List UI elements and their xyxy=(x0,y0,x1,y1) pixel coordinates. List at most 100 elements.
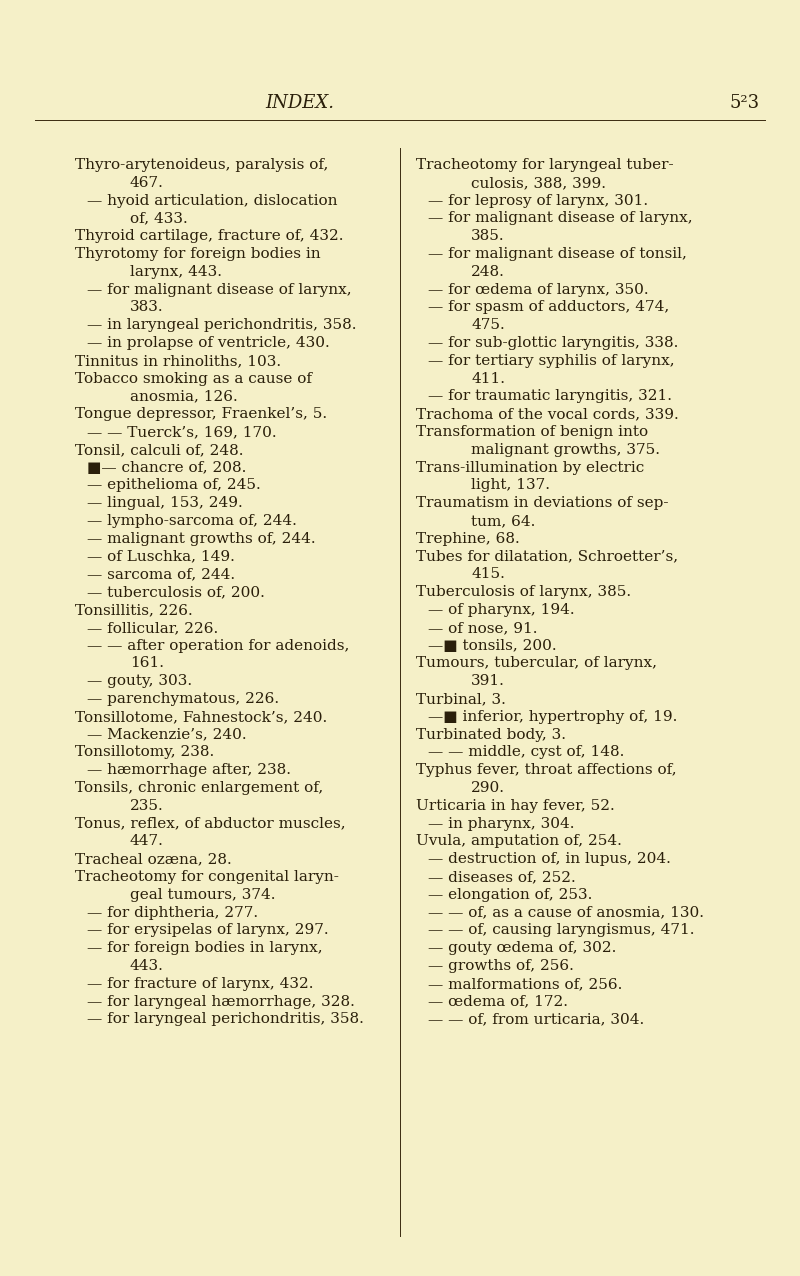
Text: — Mackenzie’s, 240.: — Mackenzie’s, 240. xyxy=(87,727,246,741)
Text: — of Luschka, 149.: — of Luschka, 149. xyxy=(87,550,235,564)
Text: Tumours, tubercular, of larynx,: Tumours, tubercular, of larynx, xyxy=(416,656,657,670)
Text: — for traumatic laryngitis, 321.: — for traumatic laryngitis, 321. xyxy=(428,389,672,403)
Text: Tinnitus in rhinoliths, 103.: Tinnitus in rhinoliths, 103. xyxy=(75,353,281,367)
Text: of, 433.: of, 433. xyxy=(130,212,188,226)
Text: — for laryngeal perichondritis, 358.: — for laryngeal perichondritis, 358. xyxy=(87,1012,364,1026)
Text: Turbinal, 3.: Turbinal, 3. xyxy=(416,692,506,706)
Text: Trachoma of the vocal cords, 339.: Trachoma of the vocal cords, 339. xyxy=(416,407,678,421)
Text: 5²3: 5²3 xyxy=(730,94,760,112)
Text: — for erysipelas of larynx, 297.: — for erysipelas of larynx, 297. xyxy=(87,924,329,938)
Text: — for malignant disease of tonsil,: — for malignant disease of tonsil, xyxy=(428,248,687,262)
Text: Uvula, amputation of, 254.: Uvula, amputation of, 254. xyxy=(416,835,622,849)
Text: Traumatism in deviations of sep-: Traumatism in deviations of sep- xyxy=(416,496,669,510)
Text: — for sub-glottic laryngitis, 338.: — for sub-glottic laryngitis, 338. xyxy=(428,336,678,350)
Text: Tonsillotome, Fahnestock’s, 240.: Tonsillotome, Fahnestock’s, 240. xyxy=(75,709,327,723)
Text: 411.: 411. xyxy=(471,371,505,385)
Text: — lingual, 153, 249.: — lingual, 153, 249. xyxy=(87,496,242,510)
Text: — lympho-sarcoma of, 244.: — lympho-sarcoma of, 244. xyxy=(87,514,297,528)
Text: ■— chancre of, 208.: ■— chancre of, 208. xyxy=(87,461,246,475)
Text: — — after operation for adenoids,: — — after operation for adenoids, xyxy=(87,638,350,652)
Text: larynx, 443.: larynx, 443. xyxy=(130,265,222,278)
Text: Tracheal ozæna, 28.: Tracheal ozæna, 28. xyxy=(75,852,232,866)
Text: 467.: 467. xyxy=(130,176,164,190)
Text: Transformation of benign into: Transformation of benign into xyxy=(416,425,648,439)
Text: — in prolapse of ventricle, 430.: — in prolapse of ventricle, 430. xyxy=(87,336,330,350)
Text: — destruction of, in lupus, 204.: — destruction of, in lupus, 204. xyxy=(428,852,671,866)
Text: — gouty œdema of, 302.: — gouty œdema of, 302. xyxy=(428,942,616,956)
Text: — malformations of, 256.: — malformations of, 256. xyxy=(428,977,622,990)
Text: — of pharynx, 194.: — of pharynx, 194. xyxy=(428,604,574,618)
Text: — — of, causing laryngismus, 471.: — — of, causing laryngismus, 471. xyxy=(428,924,694,938)
Text: Thyrotomy for foreign bodies in: Thyrotomy for foreign bodies in xyxy=(75,248,321,262)
Text: Tubes for dilatation, Schroetter’s,: Tubes for dilatation, Schroetter’s, xyxy=(416,550,678,564)
Text: 235.: 235. xyxy=(130,799,164,813)
Text: 248.: 248. xyxy=(471,265,505,278)
Text: — follicular, 226.: — follicular, 226. xyxy=(87,621,218,634)
Text: — in pharynx, 304.: — in pharynx, 304. xyxy=(428,817,574,831)
Text: malignant growths, 375.: malignant growths, 375. xyxy=(471,443,660,457)
Text: light, 137.: light, 137. xyxy=(471,478,550,493)
Text: — — Tuerck’s, 169, 170.: — — Tuerck’s, 169, 170. xyxy=(87,425,277,439)
Text: 391.: 391. xyxy=(471,674,505,688)
Text: Tonsillitis, 226.: Tonsillitis, 226. xyxy=(75,604,193,618)
Text: — for fracture of larynx, 432.: — for fracture of larynx, 432. xyxy=(87,977,314,990)
Text: Thyroid cartilage, fracture of, 432.: Thyroid cartilage, fracture of, 432. xyxy=(75,230,343,244)
Text: — malignant growths of, 244.: — malignant growths of, 244. xyxy=(87,532,316,546)
Text: — — of, from urticaria, 304.: — — of, from urticaria, 304. xyxy=(428,1012,644,1026)
Text: anosmia, 126.: anosmia, 126. xyxy=(130,389,238,403)
Text: — in laryngeal perichondritis, 358.: — in laryngeal perichondritis, 358. xyxy=(87,318,357,332)
Text: — diseases of, 252.: — diseases of, 252. xyxy=(428,870,576,884)
Text: — for diphtheria, 277.: — for diphtheria, 277. xyxy=(87,906,258,920)
Text: — parenchymatous, 226.: — parenchymatous, 226. xyxy=(87,692,279,706)
Text: Tongue depressor, Fraenkel’s, 5.: Tongue depressor, Fraenkel’s, 5. xyxy=(75,407,327,421)
Text: Tonsil, calculi of, 248.: Tonsil, calculi of, 248. xyxy=(75,443,243,457)
Text: Tracheotomy for congenital laryn-: Tracheotomy for congenital laryn- xyxy=(75,870,339,884)
Text: — for spasm of adductors, 474,: — for spasm of adductors, 474, xyxy=(428,300,670,314)
Text: — hæmorrhage after, 238.: — hæmorrhage after, 238. xyxy=(87,763,291,777)
Text: — for laryngeal hæmorrhage, 328.: — for laryngeal hæmorrhage, 328. xyxy=(87,994,355,1008)
Text: geal tumours, 374.: geal tumours, 374. xyxy=(130,888,275,902)
Text: 443.: 443. xyxy=(130,960,164,974)
Text: — for foreign bodies in larynx,: — for foreign bodies in larynx, xyxy=(87,942,322,956)
Text: 475.: 475. xyxy=(471,318,505,332)
Text: —■ tonsils, 200.: —■ tonsils, 200. xyxy=(428,638,557,652)
Text: Turbinated body, 3.: Turbinated body, 3. xyxy=(416,727,566,741)
Text: — growths of, 256.: — growths of, 256. xyxy=(428,960,574,974)
Text: — gouty, 303.: — gouty, 303. xyxy=(87,674,192,688)
Text: Tonsils, chronic enlargement of,: Tonsils, chronic enlargement of, xyxy=(75,781,323,795)
Text: — — of, as a cause of anosmia, 130.: — — of, as a cause of anosmia, 130. xyxy=(428,906,704,920)
Text: — for œdema of larynx, 350.: — for œdema of larynx, 350. xyxy=(428,282,649,296)
Text: Tonsillotomy, 238.: Tonsillotomy, 238. xyxy=(75,745,214,759)
Text: — — middle, cyst of, 148.: — — middle, cyst of, 148. xyxy=(428,745,624,759)
Text: Thyro-arytenoideus, paralysis of,: Thyro-arytenoideus, paralysis of, xyxy=(75,158,328,172)
Text: Tonus, reflex, of abductor muscles,: Tonus, reflex, of abductor muscles, xyxy=(75,817,346,831)
Text: Trans-illumination by electric: Trans-illumination by electric xyxy=(416,461,644,475)
Text: Trephine, 68.: Trephine, 68. xyxy=(416,532,520,546)
Text: — for tertiary syphilis of larynx,: — for tertiary syphilis of larynx, xyxy=(428,353,674,367)
Text: — œdema of, 172.: — œdema of, 172. xyxy=(428,994,568,1008)
Text: tum, 64.: tum, 64. xyxy=(471,514,535,528)
Text: 385.: 385. xyxy=(471,230,505,244)
Text: Tuberculosis of larynx, 385.: Tuberculosis of larynx, 385. xyxy=(416,586,631,600)
Text: Tobacco smoking as a cause of: Tobacco smoking as a cause of xyxy=(75,371,312,385)
Text: — sarcoma of, 244.: — sarcoma of, 244. xyxy=(87,568,235,582)
Text: Tracheotomy for laryngeal tuber-: Tracheotomy for laryngeal tuber- xyxy=(416,158,674,172)
Text: — hyoid articulation, dislocation: — hyoid articulation, dislocation xyxy=(87,194,338,208)
Text: 447.: 447. xyxy=(130,835,164,849)
Text: 290.: 290. xyxy=(471,781,505,795)
Text: — epithelioma of, 245.: — epithelioma of, 245. xyxy=(87,478,261,493)
Text: — for malignant disease of larynx,: — for malignant disease of larynx, xyxy=(87,282,352,296)
Text: —■ inferior, hypertrophy of, 19.: —■ inferior, hypertrophy of, 19. xyxy=(428,709,678,723)
Text: Typhus fever, throat affections of,: Typhus fever, throat affections of, xyxy=(416,763,677,777)
Text: 383.: 383. xyxy=(130,300,164,314)
Text: — tuberculosis of, 200.: — tuberculosis of, 200. xyxy=(87,586,265,600)
Text: — elongation of, 253.: — elongation of, 253. xyxy=(428,888,592,902)
Text: Urticaria in hay fever, 52.: Urticaria in hay fever, 52. xyxy=(416,799,614,813)
Text: — for malignant disease of larynx,: — for malignant disease of larynx, xyxy=(428,212,693,226)
Text: 415.: 415. xyxy=(471,568,505,582)
Text: — of nose, 91.: — of nose, 91. xyxy=(428,621,538,634)
Text: 161.: 161. xyxy=(130,656,164,670)
Text: INDEX.: INDEX. xyxy=(266,94,334,112)
Text: — for leprosy of larynx, 301.: — for leprosy of larynx, 301. xyxy=(428,194,648,208)
Text: culosis, 388, 399.: culosis, 388, 399. xyxy=(471,176,606,190)
